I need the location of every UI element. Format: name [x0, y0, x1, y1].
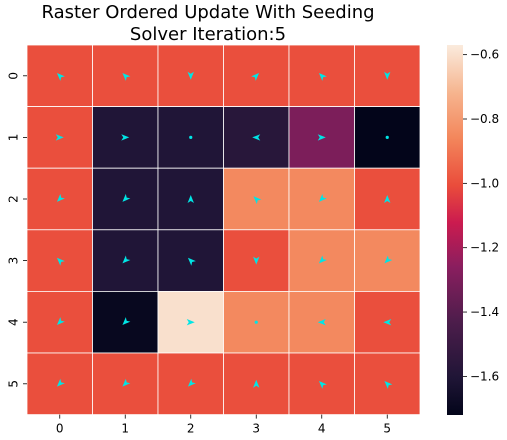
arrow-marker: [252, 134, 261, 141]
arrow-marker: [56, 257, 65, 266]
arrow-marker: [122, 193, 131, 202]
arrow-marker: [122, 317, 131, 326]
x-tick-label: 2: [187, 422, 195, 436]
arrow-marker: [187, 378, 196, 387]
arrow-marker: [253, 196, 262, 205]
x-tick-label: 4: [318, 422, 326, 436]
arrow-marker: [187, 195, 194, 203]
arrow-marker: [122, 72, 131, 81]
arrow-marker: [253, 379, 260, 388]
arrow-marker: [55, 134, 64, 141]
arrow-marker: [121, 134, 130, 141]
colorbar-tick-label: −1.0: [470, 176, 499, 190]
y-tick-label: 1: [7, 134, 21, 142]
arrow-marker: [385, 135, 389, 139]
arrow-marker: [189, 135, 193, 139]
heatmap-arrows: [55, 71, 393, 389]
colorbar: [447, 45, 463, 415]
colorbar-tick-label: −0.6: [470, 48, 499, 62]
arrow-marker: [251, 72, 260, 81]
arrow-marker: [187, 257, 196, 266]
x-axis-ticks: 0 1 2 3 4 5: [56, 414, 391, 436]
arrow-marker: [383, 319, 392, 326]
arrow-marker: [384, 71, 391, 80]
colorbar-tick-label: −1.6: [470, 369, 499, 383]
arrow-marker: [56, 193, 65, 202]
heatmap-cell: [92, 106, 159, 169]
x-tick-label: 5: [383, 422, 391, 436]
heatmap-cells: [26, 44, 421, 415]
y-axis-ticks: 0 1 2 3 4 5: [7, 72, 27, 388]
y-tick-label: 5: [7, 380, 21, 388]
y-tick-label: 3: [7, 257, 21, 265]
arrow-marker: [56, 317, 65, 326]
arrow-marker: [56, 72, 65, 81]
chart-subtitle: Solver Iteration:5: [130, 24, 286, 45]
arrow-marker: [122, 378, 131, 387]
x-tick-label: 3: [252, 422, 260, 436]
heatmap-cell: [92, 167, 159, 231]
arrow-marker: [318, 193, 327, 202]
arrow-marker: [254, 320, 258, 324]
arrow-marker: [317, 134, 326, 141]
arrow-marker: [318, 380, 327, 389]
arrow-marker: [318, 255, 327, 264]
colorbar-ticks: −0.6 −0.8 −1.0 −1.2 −1.4 −1.6: [463, 48, 499, 383]
x-tick-label: 0: [56, 422, 64, 436]
y-tick-label: 4: [7, 318, 21, 326]
colorbar-tick-label: −0.8: [470, 112, 499, 126]
y-tick-label: 0: [7, 72, 21, 80]
arrow-marker: [384, 255, 393, 264]
arrow-marker: [56, 378, 65, 387]
arrow-marker: [384, 380, 393, 389]
arrow-marker: [384, 195, 391, 203]
arrow-marker: [253, 256, 260, 265]
heatmap-cell: [223, 229, 290, 292]
x-tick-label: 1: [121, 422, 129, 436]
arrow-marker: [187, 71, 194, 80]
arrow-marker: [317, 319, 326, 326]
y-tick-label: 2: [7, 195, 21, 203]
colorbar-tick-label: −1.2: [470, 241, 499, 255]
colorbar-tick-label: −1.4: [470, 305, 499, 319]
arrow-marker: [122, 255, 131, 264]
arrow-marker: [186, 319, 195, 326]
chart-title: Raster Ordered Update With Seeding: [41, 2, 374, 23]
arrow-marker: [318, 72, 327, 81]
